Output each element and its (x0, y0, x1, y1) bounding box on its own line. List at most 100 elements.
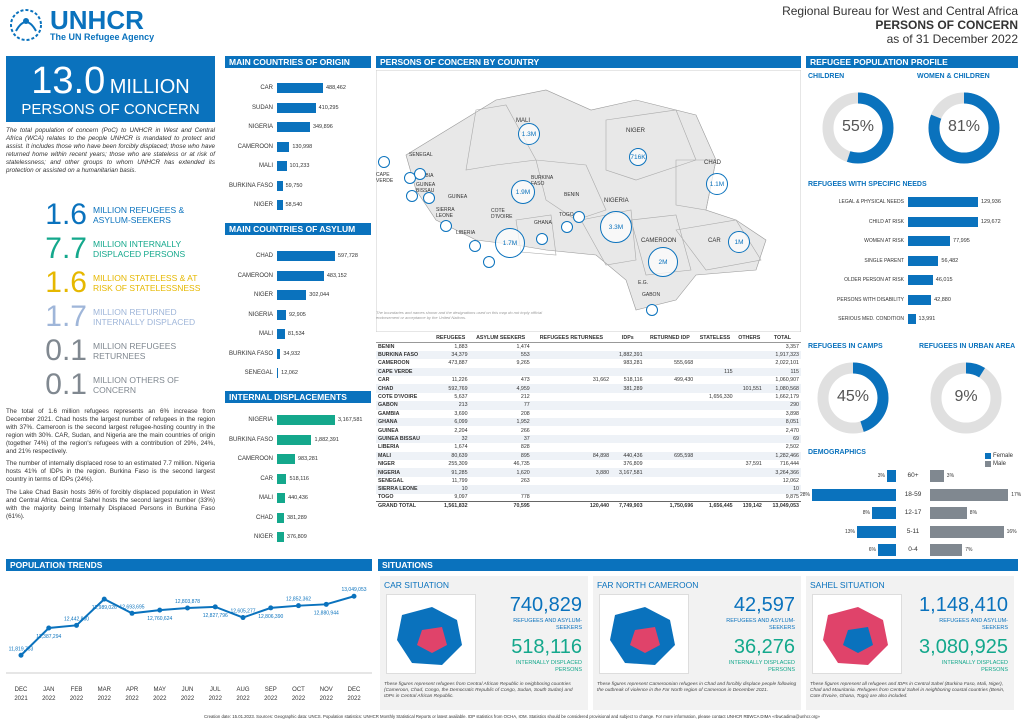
stat-text: MILLION INTERNALLY DISPLACED PERSONS (93, 238, 186, 260)
country-label-mali: MALI (516, 118, 531, 124)
table-cell (469, 367, 532, 377)
table-cell: 32 (431, 434, 470, 444)
table-cell (611, 393, 645, 401)
table-header: IDPs (611, 334, 645, 343)
table-cell (531, 485, 612, 494)
table-row: GUINEA 2,204 266 2,470 (376, 426, 801, 434)
situation-idp-number: 36,276 (733, 636, 795, 658)
need-value: 129,936 (981, 199, 1001, 205)
need-label: PERSONS WITH DISABILITY (837, 296, 904, 303)
table-cell: 290 (763, 401, 801, 410)
table-cell: CAPE VERDE (376, 367, 432, 377)
table-cell: COTE D'IVOIRE (378, 394, 418, 401)
trend-month-label: JUN (182, 687, 194, 693)
map-bubble: 1.1M (706, 173, 728, 195)
table-cell: 12,062 (782, 477, 799, 484)
urban-label: REFUGEES IN URBAN AREA (919, 343, 1016, 350)
table-row: NIGERIA 91,285 1,620 3,880 3,167,581 3,264,36… (376, 468, 801, 477)
trend-point (351, 593, 357, 599)
map-bubble-small (440, 220, 452, 232)
table-cell: 3,167,581 (611, 468, 645, 477)
table-cell (532, 494, 611, 502)
table-cell (735, 410, 764, 418)
table-cell (532, 426, 611, 434)
table-cell (431, 367, 470, 377)
bar (277, 329, 285, 339)
table-cell: 592,769 (431, 384, 470, 393)
bar-label: CAR (260, 475, 273, 482)
situation-note: These figures represent Cameroonian refu… (597, 682, 797, 693)
paragraphs: The total of 1.6 million refugees repres… (6, 408, 215, 521)
bar (277, 309, 286, 320)
table-header: ASYLUM SEEKERS (469, 334, 532, 343)
hero-description: The total population of concern (PoC) to… (6, 127, 215, 174)
need-value: 46,015 (935, 277, 953, 283)
situation-note: These figures represent refugees from Ce… (384, 682, 573, 699)
table-cell (531, 367, 612, 377)
bar-label: CAMEROON (237, 456, 273, 462)
table-cell (531, 350, 612, 360)
bar (277, 161, 287, 171)
trend-year-label: 2021 (14, 696, 28, 702)
demo-male-value: 3% (946, 473, 955, 479)
bar-value: 376,809 (286, 534, 307, 540)
map-bubble-small (483, 256, 495, 268)
need-value: 77,995 (953, 238, 970, 244)
table-cell (734, 401, 764, 410)
table-cell (695, 468, 735, 477)
situation-card: SAHEL SITUATION 1,148,410 REFUGEES AND ASY… (806, 576, 1014, 710)
bar-label: SENEGAL (244, 370, 273, 376)
situation-card: CAR SITUATION 740,829 REFUGEES AND ASYLUM-… (380, 576, 588, 710)
male-legend: Male (993, 461, 1007, 467)
table-cell (611, 485, 645, 494)
table-cell: 9,265 (516, 360, 530, 367)
situation-idp-number: 518,116 (511, 636, 582, 658)
table-cell (645, 460, 696, 468)
map-bubble: 1.9M (511, 180, 535, 204)
bar (277, 270, 324, 281)
table-cell (611, 410, 645, 418)
table-cell (734, 485, 764, 494)
map-bubble-small (536, 233, 548, 245)
map-disclaimer: The boundaries and names shown and the d… (376, 310, 543, 320)
bar-label: NIGER (253, 292, 273, 298)
need-value: 129,672 (980, 218, 1001, 225)
table-cell: 1,750,696 (644, 501, 696, 511)
table-cell: 77 (469, 401, 532, 410)
bar-label: NIGERIA (248, 124, 273, 130)
map-bubble-small (561, 221, 573, 233)
situation-idp-label: INTERNALLY DISPLACED PERSONS (515, 660, 582, 673)
table-total-row: GRAND TOTAL 1,561,832 70,595 120,440 7,749,9… (376, 501, 801, 511)
map-bubble: 1M (728, 231, 750, 253)
table-cell: 1,060,907 (775, 377, 799, 384)
table-cell: 80,639 (431, 451, 470, 460)
table-cell (611, 401, 645, 410)
situation-refugees-number: 740,829 (509, 594, 582, 616)
stat-row: 7.7 MILLION INTERNALLY DISPLACED PERSONS (35, 230, 203, 268)
table-cell: 101,551 (734, 384, 764, 393)
country-label-cameroon: CAMEROON (641, 238, 677, 244)
hero-unit: MILLION (109, 76, 190, 98)
table-cell (735, 359, 764, 367)
table-cell (695, 384, 735, 393)
table-cell: 1,656,445 (695, 501, 735, 511)
table-cell: 2,470 (785, 427, 799, 434)
demo-female-value: 8% (862, 510, 870, 516)
table-cell (695, 434, 735, 444)
bar-label: NIGERIA (248, 417, 273, 423)
table-header: STATELESS (695, 334, 735, 343)
table-cell: 1,656,330 (709, 394, 733, 401)
bar-label: CHAD (255, 514, 273, 521)
table-cell: SIERRA LEONE (376, 485, 432, 494)
table-header: RETURNED IDP (644, 334, 696, 343)
table-cell (532, 477, 611, 485)
table-cell: 13,049,053 (763, 501, 801, 511)
need-row: SERIOUS MED. CONDITION 13,991 (806, 312, 935, 326)
table-cell (469, 485, 532, 494)
table-cell: 37,591 (745, 461, 762, 468)
trend-month-label: MAR (98, 687, 112, 693)
bar-row: NIGERIA 92,905 (225, 308, 306, 322)
table-cell (611, 434, 645, 444)
trend-month-label: JAN (43, 687, 54, 693)
table-cell (531, 418, 612, 427)
